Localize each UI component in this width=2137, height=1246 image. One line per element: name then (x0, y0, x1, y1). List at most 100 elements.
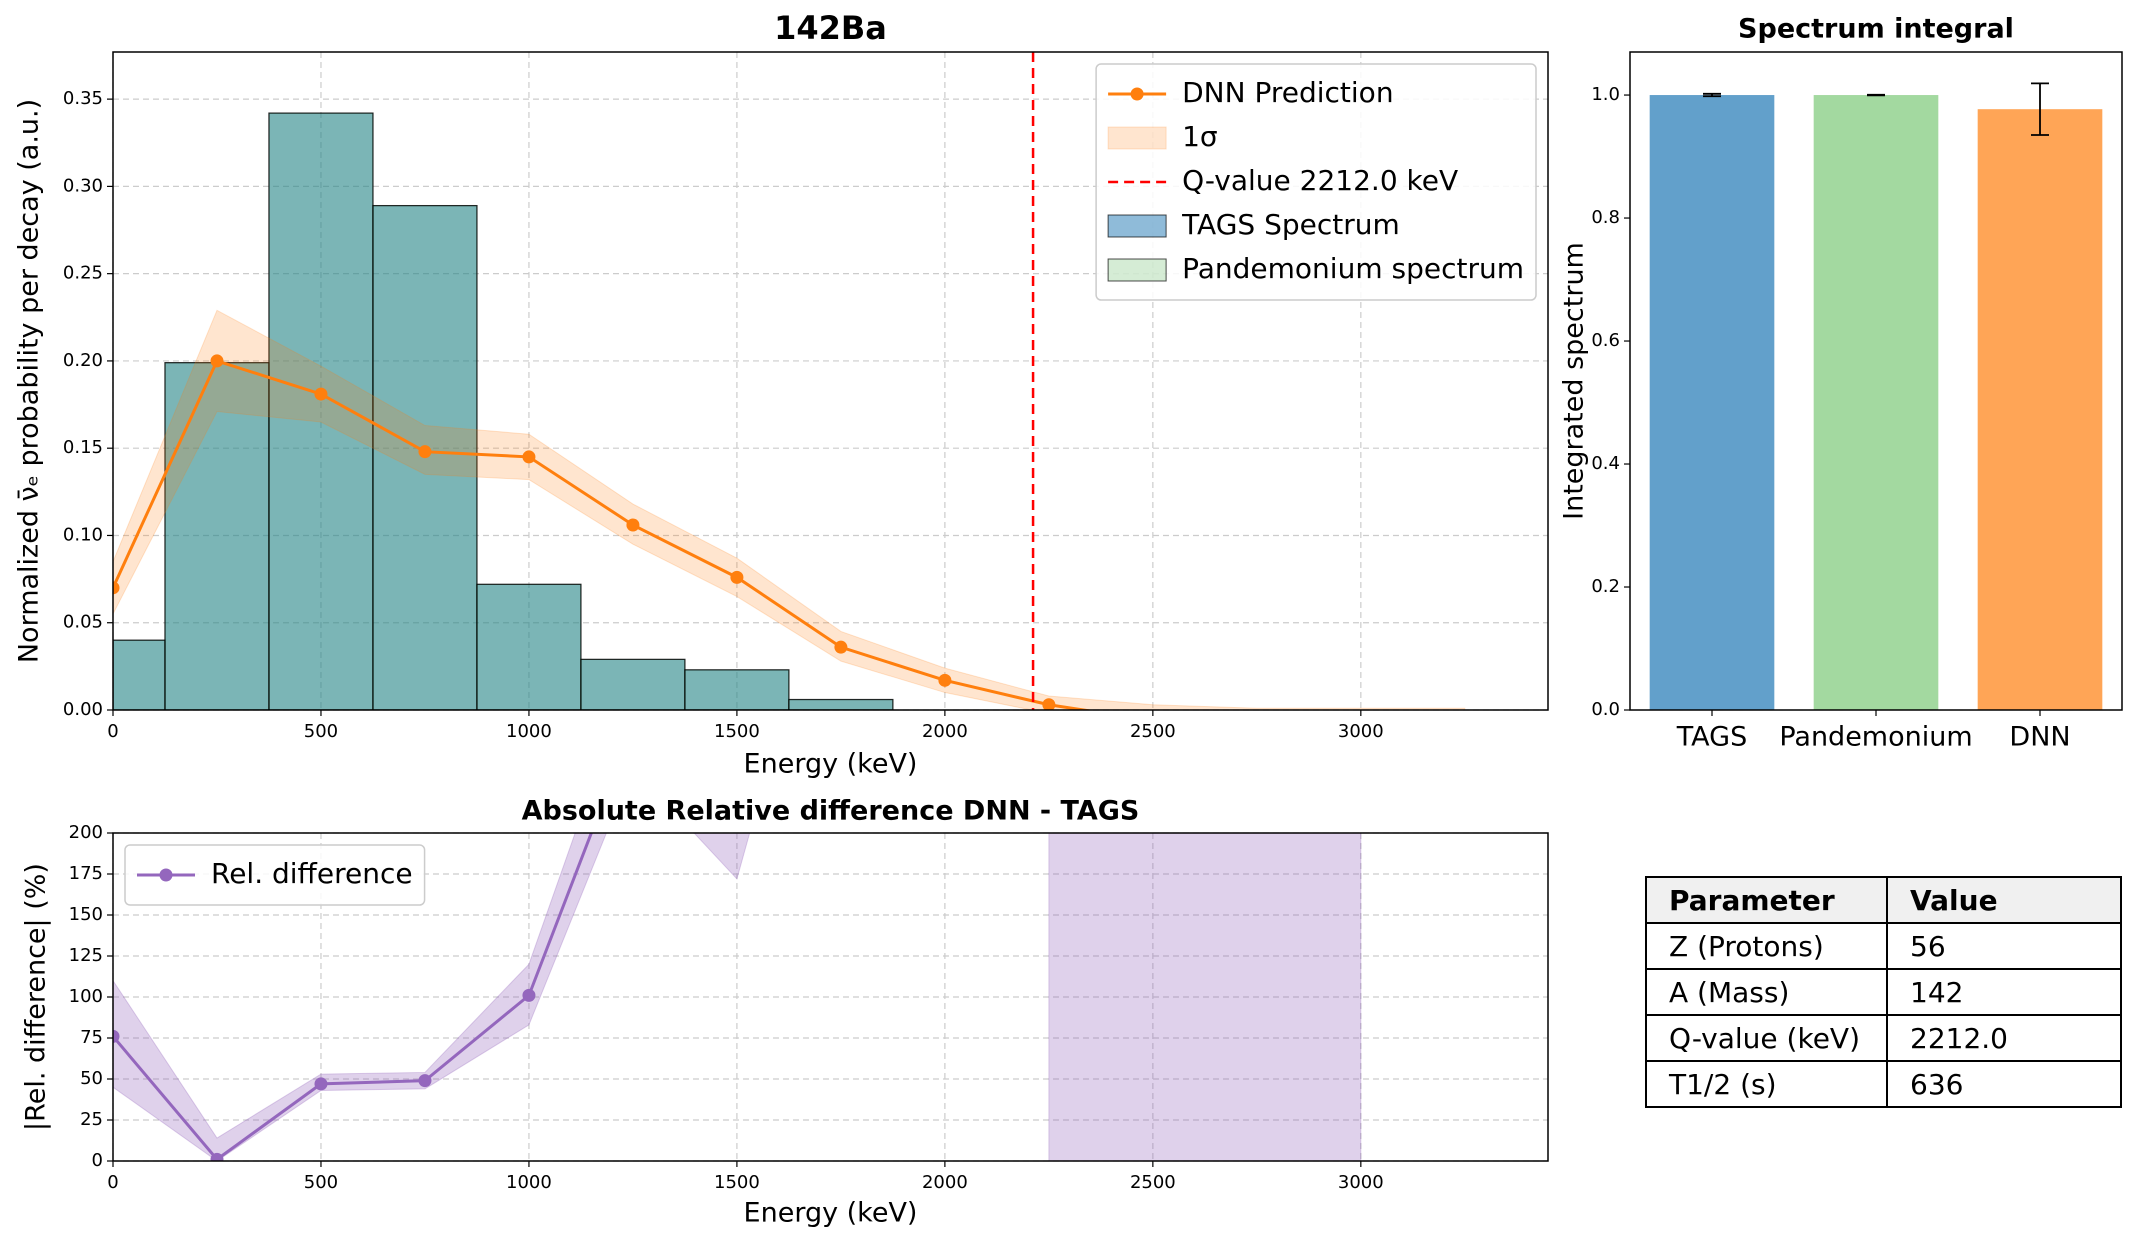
y-tick-label: 75 (80, 1027, 103, 1048)
legend-patch (1107, 258, 1167, 282)
histogram-bar (788, 698, 894, 710)
table-row: T1/2 (s) 636 (1645, 1060, 2122, 1108)
bar (1813, 95, 1939, 710)
y-tick-label: 0 (92, 1150, 103, 1171)
table-row: Z (Protons) 56 (1645, 922, 2122, 970)
histogram-bar (268, 112, 374, 710)
y-tick-label: 0.20 (63, 350, 103, 371)
chart-title: Spectrum integral (1738, 14, 2014, 45)
legend-box (1095, 63, 1537, 301)
x-tick-label: 3000 (1338, 721, 1384, 742)
cell: 142 (1886, 968, 2122, 1016)
y-tick-label: 0.05 (63, 612, 103, 633)
uncertainty-band (113, 309, 1466, 710)
y-tick-label: 150 (69, 904, 103, 925)
legend-marker (1130, 87, 1144, 101)
marker (1042, 698, 1056, 710)
error-bar (1867, 93, 1885, 97)
marker (113, 581, 120, 595)
x-tick-label: 3000 (1338, 1172, 1384, 1193)
cell: Q-value (keV) (1645, 1014, 1888, 1062)
marker (1458, 714, 1471, 727)
legend: Rel. difference (124, 844, 426, 906)
marker (834, 640, 848, 654)
y-tick-label: 0.30 (63, 175, 103, 196)
x-tick-label: TAGS (1676, 722, 1747, 753)
uncertainty-band (1048, 833, 1362, 1161)
table-header: Parameter Value (1645, 876, 2122, 924)
marker (938, 673, 952, 687)
x-tick-label: 0 (107, 1172, 118, 1193)
y-tick-label: 0.0 (1591, 699, 1620, 720)
histogram-bar (684, 669, 790, 710)
marker (418, 445, 432, 459)
header-cell: Parameter (1645, 876, 1888, 924)
y-tick-label: 50 (80, 1068, 103, 1089)
x-tick-label: DNN (2009, 722, 2070, 753)
x-tick-label: 2500 (1130, 721, 1176, 742)
y-axis-label: Integrated spectrum (1559, 242, 1590, 520)
x-tick-label: 2500 (1130, 1172, 1176, 1193)
x-tick-label: 2000 (922, 1172, 968, 1193)
table-row: A (Mass) 142 (1645, 968, 2122, 1016)
bar (1977, 109, 2103, 710)
table-row: Q-value (keV) 2212.0 (1645, 1014, 2122, 1062)
y-tick-label: 0.00 (63, 699, 103, 720)
cell: T1/2 (s) (1645, 1060, 1888, 1108)
line (113, 359, 1094, 710)
uncertainty-band (113, 833, 751, 1161)
y-tick-label: 0.10 (63, 524, 103, 545)
marker (626, 518, 640, 532)
error-bar (1703, 92, 1721, 98)
legend-label: Q-value 2212.0 keV (1182, 164, 1458, 197)
marker (210, 1152, 224, 1161)
y-tick-label: 0.25 (63, 263, 103, 284)
marker (522, 988, 536, 1002)
x-tick-label: 1500 (714, 1172, 760, 1193)
marker (522, 450, 536, 464)
marker (1250, 714, 1263, 727)
legend-marker (159, 868, 173, 882)
legend: DNN Prediction 1σ Q-value 2212.0 keV TAGS S… (1095, 63, 1537, 301)
marker (834, 335, 847, 348)
axes-frame (112, 51, 1549, 711)
x-tick-label: 2000 (922, 721, 968, 742)
plot-area (1649, 95, 2103, 710)
y-tick-label: 0.6 (1591, 330, 1620, 351)
legend-label: Pandemonium spectrum (1182, 252, 1524, 285)
x-axis-label: Energy (keV) (744, 749, 918, 780)
histogram-bar (268, 112, 374, 710)
chart-title: 142Ba (774, 9, 887, 47)
x-tick-label: 500 (304, 721, 338, 742)
y-tick-label: 1.0 (1591, 84, 1620, 105)
x-axis-label: Energy (keV) (744, 1198, 918, 1229)
histogram-bar (164, 362, 270, 710)
y-tick-label: 0.4 (1591, 453, 1620, 474)
plot-area (113, 335, 1362, 1161)
cell: Z (Protons) (1645, 922, 1888, 970)
line (113, 833, 593, 1161)
marker (730, 777, 743, 790)
x-tick-label: 1000 (506, 721, 552, 742)
legend-patch (1107, 214, 1167, 238)
y-tick-label: 0.8 (1591, 207, 1620, 228)
y-tick-label: 100 (69, 986, 103, 1007)
plot-area (113, 52, 1471, 727)
y-tick-label: 0.2 (1591, 576, 1620, 597)
y-tick-label: 0.15 (63, 437, 103, 458)
y-axis-label: |Rel. difference| (%) (21, 863, 52, 1131)
cell: 636 (1886, 1060, 2122, 1108)
legend-patch (1107, 126, 1167, 150)
marker (418, 1074, 432, 1088)
histogram-bar (113, 639, 166, 710)
marker (314, 387, 328, 401)
legend-label: TAGS Spectrum (1181, 208, 1400, 241)
y-tick-label: 175 (69, 863, 103, 884)
y-tick-label: 0.35 (63, 88, 103, 109)
x-tick-label: 1000 (506, 1172, 552, 1193)
chart-title: Absolute Relative difference DNN - TAGS (522, 796, 1140, 827)
x-tick-label: 1500 (714, 721, 760, 742)
marker (730, 570, 744, 584)
marker (113, 1029, 120, 1043)
